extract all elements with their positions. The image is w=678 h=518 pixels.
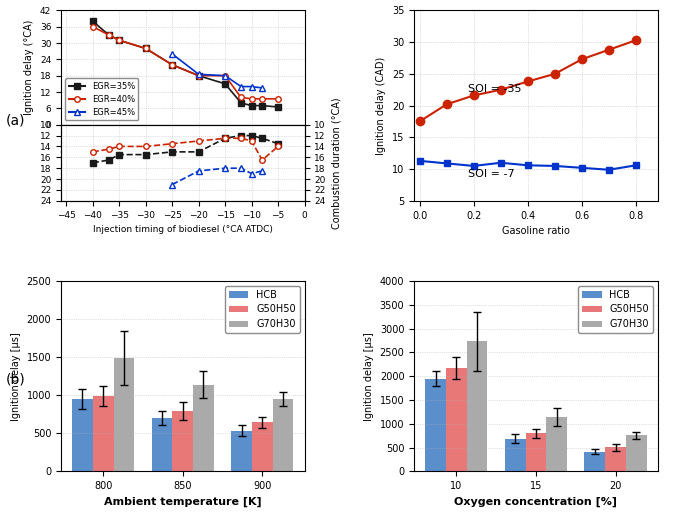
Y-axis label: Ignition delay [µs]: Ignition delay [µs] — [364, 332, 374, 421]
EGR=45% — [221, 73, 229, 79]
EGR=40% — [237, 94, 245, 100]
EGR=35% — [258, 103, 266, 109]
EGR=40% — [247, 96, 256, 102]
EGR=40% — [89, 24, 97, 30]
EGR=45% — [247, 83, 256, 90]
Text: (b): (b) — [5, 372, 25, 386]
Bar — [525, 433, 546, 471]
Line: EGR=45%: EGR=45% — [170, 51, 265, 91]
Bar — [93, 396, 113, 471]
EGR=35% — [247, 103, 256, 109]
Bar — [505, 439, 525, 471]
Line: EGR=40%: EGR=40% — [90, 24, 281, 102]
EGR=40% — [258, 96, 266, 102]
EGR=35% — [221, 81, 229, 87]
X-axis label: Gasoline ratio: Gasoline ratio — [502, 226, 570, 236]
Bar — [231, 430, 252, 471]
EGR=35% — [237, 100, 245, 106]
EGR=45% — [168, 51, 176, 57]
EGR=40% — [142, 46, 150, 52]
Bar — [626, 435, 647, 471]
Y-axis label: Ignition delay [µs]: Ignition delay [µs] — [11, 332, 21, 421]
EGR=40% — [115, 37, 123, 44]
EGR=40% — [221, 73, 229, 79]
Legend: HCB, G50H50, G70H30: HCB, G50H50, G70H30 — [225, 286, 300, 333]
Text: SOI = -7: SOI = -7 — [468, 169, 515, 179]
EGR=40% — [195, 73, 203, 79]
Text: (a): (a) — [5, 113, 25, 127]
X-axis label: Ambient temperature [K]: Ambient temperature [K] — [104, 497, 262, 507]
Bar — [546, 417, 567, 471]
EGR=40% — [104, 32, 113, 38]
Line: EGR=35%: EGR=35% — [90, 19, 281, 110]
EGR=40% — [274, 96, 282, 102]
Legend: HCB, G50H50, G70H30: HCB, G50H50, G70H30 — [578, 286, 653, 333]
Y-axis label: Combustion duration (°CA): Combustion duration (°CA) — [332, 97, 341, 228]
Text: SOI = -35: SOI = -35 — [468, 83, 522, 94]
Bar — [172, 411, 193, 471]
Y-axis label: Ignition delay (°CA): Ignition delay (°CA) — [24, 20, 35, 115]
Bar — [584, 452, 605, 471]
X-axis label: Injection timing of biodiesel (°CA ATDC): Injection timing of biodiesel (°CA ATDC) — [93, 225, 273, 234]
EGR=45% — [195, 71, 203, 77]
Bar — [605, 448, 626, 471]
Bar — [193, 384, 214, 471]
Bar — [466, 341, 487, 471]
EGR=35% — [115, 37, 123, 44]
EGR=35% — [89, 18, 97, 24]
EGR=40% — [168, 62, 176, 68]
Legend: EGR=35%, EGR=40%, EGR=45%: EGR=35%, EGR=40%, EGR=45% — [65, 79, 138, 121]
Bar — [273, 399, 294, 471]
EGR=35% — [142, 46, 150, 52]
X-axis label: Oxygen concentration [%]: Oxygen concentration [%] — [454, 497, 618, 507]
EGR=45% — [258, 85, 266, 91]
Y-axis label: Ignition delay (CAD): Ignition delay (CAD) — [376, 56, 386, 155]
EGR=35% — [104, 32, 113, 38]
Bar — [113, 358, 134, 471]
Bar — [72, 399, 93, 471]
EGR=35% — [168, 62, 176, 68]
Bar — [425, 379, 446, 471]
EGR=35% — [195, 73, 203, 79]
Bar — [152, 418, 172, 471]
EGR=35% — [274, 104, 282, 110]
Bar — [252, 422, 273, 471]
Bar — [446, 368, 466, 471]
EGR=45% — [237, 83, 245, 90]
